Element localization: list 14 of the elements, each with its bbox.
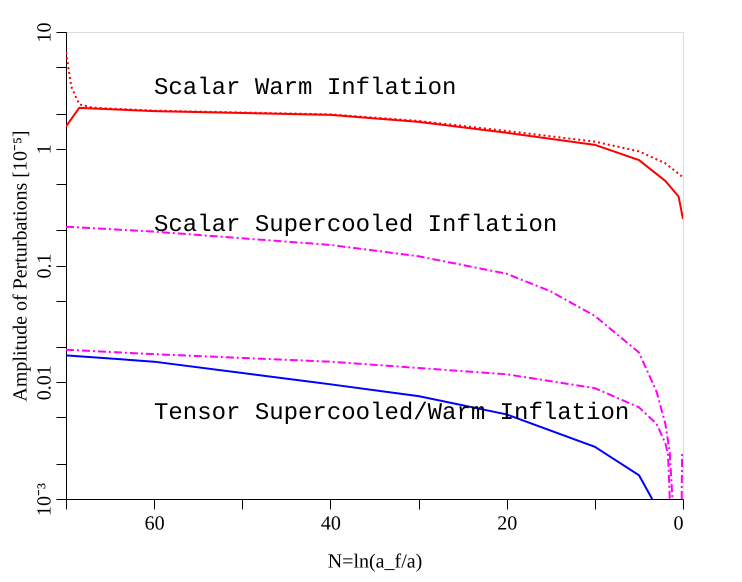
x-tick-label: 20 — [497, 512, 518, 534]
y-tick-label: 10 — [34, 22, 56, 42]
y-tick-label: 10⁻³ — [34, 483, 56, 516]
annotation: Scalar Warm Inflation — [154, 75, 456, 102]
y-tick-label: 1 — [34, 144, 56, 154]
x-tick-label: 60 — [144, 512, 165, 534]
x-tick-label: 40 — [320, 512, 341, 534]
annotation: Scalar Supercooled Inflation — [154, 212, 558, 239]
y-tick-label: 0.01 — [34, 365, 56, 400]
x-axis-title: N=ln(a_f/a) — [328, 550, 422, 572]
y-tick-label: 0.1 — [34, 254, 56, 278]
y-axis-title: Amplitude of Perturbations [10⁻⁵] — [10, 130, 32, 402]
x-tick-label: 0 — [674, 512, 684, 534]
annotation: Tensor Supercooled/Warm Inflation — [154, 400, 630, 427]
